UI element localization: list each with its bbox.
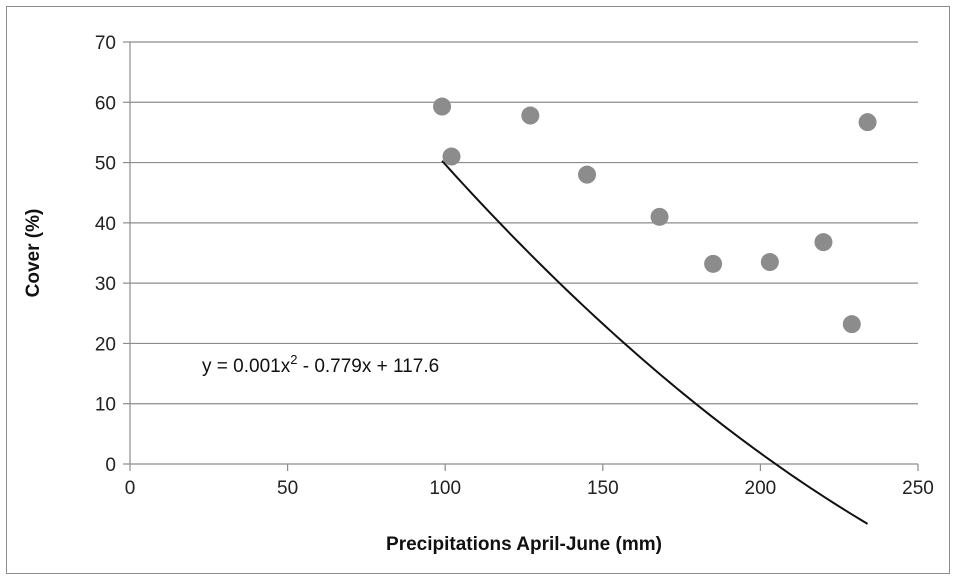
- data-point-2: [442, 147, 461, 166]
- x-tick-label-150: 150: [587, 478, 619, 499]
- y-tick-label-50: 50: [95, 154, 116, 175]
- y-tick-label-60: 60: [95, 93, 116, 114]
- x-tick-label-250: 250: [902, 478, 934, 499]
- data-point-7: [760, 253, 779, 272]
- data-point-4: [578, 165, 597, 184]
- y-tick-label-30: 30: [95, 274, 116, 295]
- trendline-group: [441, 160, 869, 525]
- equation-main: y = 0.001x: [202, 356, 291, 377]
- y-tick-label-20: 20: [95, 334, 116, 355]
- data-point-9: [842, 315, 861, 334]
- x-tick-labels: 0 50 100 150 200 250: [125, 478, 934, 499]
- data-point-8: [814, 233, 833, 252]
- equation-superscript: 2: [290, 352, 297, 367]
- trendline: [441, 160, 869, 525]
- data-points: [433, 97, 877, 334]
- data-point-1: [433, 97, 452, 116]
- chart-frame: [6, 6, 950, 574]
- x-tick-label-100: 100: [429, 478, 461, 499]
- data-point-10: [858, 113, 877, 132]
- grid-lines: [130, 41, 918, 405]
- y-tick-label-0: 0: [105, 455, 116, 476]
- y-tick-label-10: 10: [95, 395, 116, 416]
- data-point-6: [704, 254, 723, 273]
- x-tick-label-50: 50: [277, 478, 298, 499]
- y-tick-label-70: 70: [95, 33, 116, 54]
- x-tick-label-200: 200: [745, 478, 777, 499]
- equation-rest: - 0.779x + 117.6: [297, 356, 439, 377]
- axes: [123, 41, 919, 471]
- y-axis-title: Cover (%): [23, 209, 44, 298]
- x-axis-title: Precipitations April-June (mm): [386, 534, 662, 555]
- y-tick-labels: 0 10 20 30 40 50 60 70: [95, 33, 116, 476]
- data-point-5: [650, 207, 669, 226]
- trendline-equation: y = 0.001x2 - 0.779x + 117.6: [202, 352, 439, 377]
- data-point-3: [521, 106, 540, 125]
- y-tick-label-40: 40: [95, 214, 116, 235]
- x-tick-label-0: 0: [125, 478, 136, 499]
